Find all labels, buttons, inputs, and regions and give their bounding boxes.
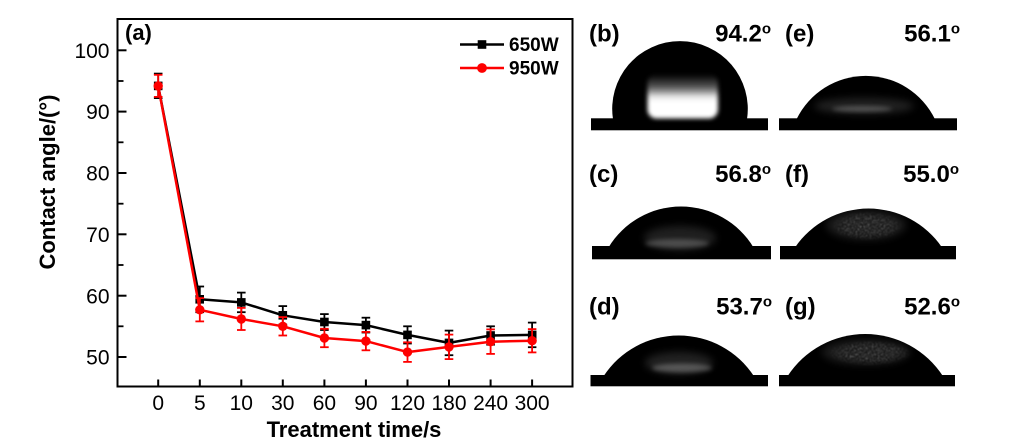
svg-text:10: 10 xyxy=(230,392,253,415)
svg-text:94.2o: 94.2o xyxy=(715,21,771,48)
svg-text:90: 90 xyxy=(354,392,377,415)
svg-text:(e): (e) xyxy=(785,21,814,48)
svg-text:300: 300 xyxy=(515,392,550,415)
svg-text:120: 120 xyxy=(390,392,425,415)
svg-text:950W: 950W xyxy=(509,59,559,80)
svg-text:52.6o: 52.6o xyxy=(904,294,960,321)
svg-text:100: 100 xyxy=(74,40,109,63)
svg-text:56.1o: 56.1o xyxy=(904,21,960,48)
svg-text:(b): (b) xyxy=(589,21,620,48)
svg-text:240: 240 xyxy=(473,392,508,415)
svg-text:(d): (d) xyxy=(589,294,620,321)
svg-text:Treatment time/s: Treatment time/s xyxy=(267,417,442,442)
svg-text:180: 180 xyxy=(431,392,466,415)
svg-text:53.7o: 53.7o xyxy=(716,294,772,321)
svg-text:(f): (f) xyxy=(785,161,809,188)
svg-text:55.0o: 55.0o xyxy=(903,161,959,188)
svg-text:0: 0 xyxy=(152,392,164,415)
svg-text:5: 5 xyxy=(194,392,206,415)
svg-text:(c): (c) xyxy=(589,161,618,188)
svg-text:70: 70 xyxy=(86,224,109,247)
svg-text:Contact angle/(°): Contact angle/(°) xyxy=(35,94,60,269)
svg-text:60: 60 xyxy=(313,392,336,415)
svg-text:50: 50 xyxy=(86,347,109,370)
svg-text:(a): (a) xyxy=(125,20,152,45)
svg-text:60: 60 xyxy=(86,285,109,308)
svg-text:80: 80 xyxy=(86,163,109,186)
svg-text:650W: 650W xyxy=(509,35,559,56)
svg-text:90: 90 xyxy=(86,101,109,124)
svg-text:56.8o: 56.8o xyxy=(715,161,771,188)
svg-text:(g): (g) xyxy=(785,294,816,321)
svg-text:30: 30 xyxy=(271,392,294,415)
